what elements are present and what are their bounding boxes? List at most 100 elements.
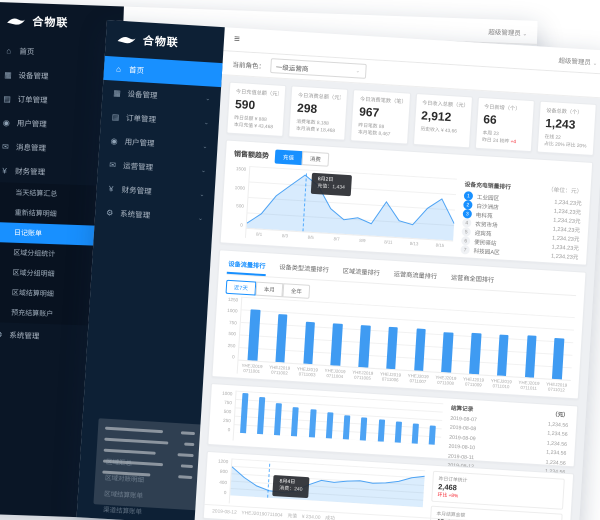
chevron-down-icon: ⌄ [522,30,528,38]
range-year[interactable]: 全年 [282,283,311,299]
stat-card-device-total: 设备总数（个） 1,243 在线 22 占比 20% 环比 20% [536,100,597,156]
trend-chart-wrap: 1500 1000 500 0 8月2日 充值：1,434 8/1 8/3 8/5 8/7 8… [229,165,457,251]
submenu-label: 预充结算账户 [11,309,54,319]
row-value: 1,234.56 [546,449,567,458]
list-title: 结算记录 [450,405,474,414]
brand-bird-icon [117,36,137,43]
range-month[interactable]: 本月 [255,281,284,298]
chevron-down-icon: ⌄ [197,215,204,222]
home-icon: ⌂ [6,45,12,56]
stat-sub: 历史收入 ¥ 43,66 [420,127,458,135]
stat-value: 298 [296,100,318,116]
monthly-bar-chart [234,391,443,446]
finance-icon: ¥ [108,183,114,194]
settlement-list: 结算记录 （元） 2019-08-07 1,234.56 2019-08-08 1,2… [447,404,569,476]
stat-card-consume-count: 今日消费笔数（笔） 967 昨日笔数 88 本月笔数 8,467 [350,89,411,145]
back-logo-text: 合物联 [32,16,69,30]
gear-icon: ⚙ [105,207,114,218]
toggle-consume[interactable]: 消费 [301,151,330,167]
menu-label: 系统管理 [119,208,151,220]
role-label: 当前角色： [232,61,266,71]
menu-label: 订单管理 [125,112,157,124]
device-icon: ▦ [4,69,12,80]
submenu-label: 区域结算账单 [103,490,144,501]
front-user-dropdown[interactable]: 超级管理员 ⌄ [558,54,597,66]
submenu-label: 区域分组明细 [12,269,55,279]
back-logo: 合物联 [0,2,124,42]
submenu-label: 重新结算明细 [14,209,57,219]
menu-label: 首页 [128,64,145,75]
stat-sub: 占比 20% 环比 20% [543,141,587,150]
tab-device-flow[interactable]: 设备流量排行 [226,255,267,277]
ghost-row [104,437,195,447]
mini-cards-column: 昨日订单统计 2,468 环比 +8% 本月结算金额 43,468 较上月 +1… [429,470,565,520]
menu-label: 首页 [19,46,35,56]
ranking-title: 设备充电销量排行 [464,182,512,191]
menu-label: 运营管理 [122,160,154,172]
consume-trend-body: 1200 800 400 0 8月4日 消费：240 [205,452,573,520]
menu-label: 用户管理 [124,136,155,148]
gear-icon: ⚙ [0,329,3,339]
row-value: 1,234.56 [547,421,569,429]
chevron-down-icon: ⌄ [203,119,210,126]
list-unit: （元） [551,411,569,419]
window-back: 合物联 ⌂ 首页 ▦ 设备管理 ▤ 订单管理 ◉ 用户管理 ✉ 消息管理 ¥ 财务管理 当天… [0,2,538,520]
trend-plot: 8月2日 充值：1,434 8/1 8/3 8/5 8/7 8/9 8/11 8/13 8/1… [244,165,457,251]
submenu-label: 渠道结算账单 [102,506,143,517]
rank-badge: 7 [460,245,470,255]
menu-label: 设备管理 [127,88,158,100]
tab-operator-flow[interactable]: 运营商流量排行 [393,270,438,281]
stat-title: 今日新增（个） [483,104,521,113]
submenu-label: 当天结算汇总 [15,189,58,199]
range-7days[interactable]: 近7天 [225,279,257,296]
row-date: 2019-08-11 [447,453,475,461]
back-user-dropdown[interactable]: 超级管理员 ⌄ [488,26,527,37]
stat-sub: 本月消费 ¥ 18,468 [295,126,336,135]
front-user-name: 超级管理员 [558,57,592,67]
sales-trend-card: 销售额趋势 充值 消费 1500 1000 500 0 [219,139,594,266]
bar-plot [232,390,444,454]
home-icon: ⌂ [115,64,122,74]
chevron-down-icon: ⌄ [205,95,211,102]
trend-tooltip: 8月2日 充值：1,434 [310,172,352,197]
front-sidebar-extra-menu: 区域汇总 区域对账明细 区域结算账单 渠道结算账单 [77,451,199,520]
message-icon: ✉ [109,159,117,170]
menu-label: 设备管理 [18,70,49,81]
rank-name: 科技园A区 [473,248,500,256]
role-select[interactable]: 一级运营商 ⌄ [269,58,367,79]
row-date: 2019-08-10 [448,443,476,452]
submenu-label: 区域对账明细 [104,474,145,485]
row-date: 2019-08-09 [448,434,476,443]
stat-card-consume-amount: 今日消费总额（元） 298 消费笔数 8,188 本月消费 ¥ 18,468 [288,85,349,141]
menu-label: 消息管理 [15,142,47,153]
row-value: 1,234.56 [545,459,566,467]
bar-chart-row: 1000 750 500 250 0 [217,390,444,454]
tooltip-value: 充值：1,434 [317,183,345,192]
chevron-down-icon: ⌄ [199,191,205,198]
tab-device-type-flow[interactable]: 设备类型流量排行 [279,263,329,274]
consume-trend-card: 1200 800 400 0 8月4日 消费：240 [202,450,575,520]
row-date: 2019-08-08 [449,424,477,433]
stat-value: 967 [358,104,380,120]
device-icon: ▦ [113,88,122,98]
stat-value: 2,912 [420,108,452,125]
consume-area-chart [230,458,425,508]
front-logo: 合物联 [105,20,225,63]
tab-region-flow[interactable]: 区域流量排行 [342,267,380,278]
brand-bird-icon [7,18,26,25]
area-plot: 8月4日 消费：240 [228,458,426,516]
hamburger-icon[interactable]: ≡ [233,33,241,46]
area-chart-row: 1200 800 400 0 8月4日 消费：240 [213,457,426,516]
tooltip-value: 消费：240 [278,485,303,493]
stat-sub-text: 昨日 24 较昨 [481,138,510,145]
ghost-row [104,426,196,436]
stat-sub: 本月笔数 8,467 [357,130,391,138]
trend-toggle-group: 充值 消费 [274,149,330,167]
stat-sub: 本月充值 ¥ 43,468 [233,122,274,131]
stat-card-recharge-today: 今日充值总额（元） 590 昨日总额 ¥ 888 本月充值 ¥ 43,468 [226,81,287,137]
chevron-down-icon: ⌄ [592,60,598,67]
submenu-label: 区域结算明细 [11,289,54,299]
tab-operator-national[interactable]: 运营商全国排行 [450,274,495,285]
toggle-recharge[interactable]: 充值 [274,149,303,166]
